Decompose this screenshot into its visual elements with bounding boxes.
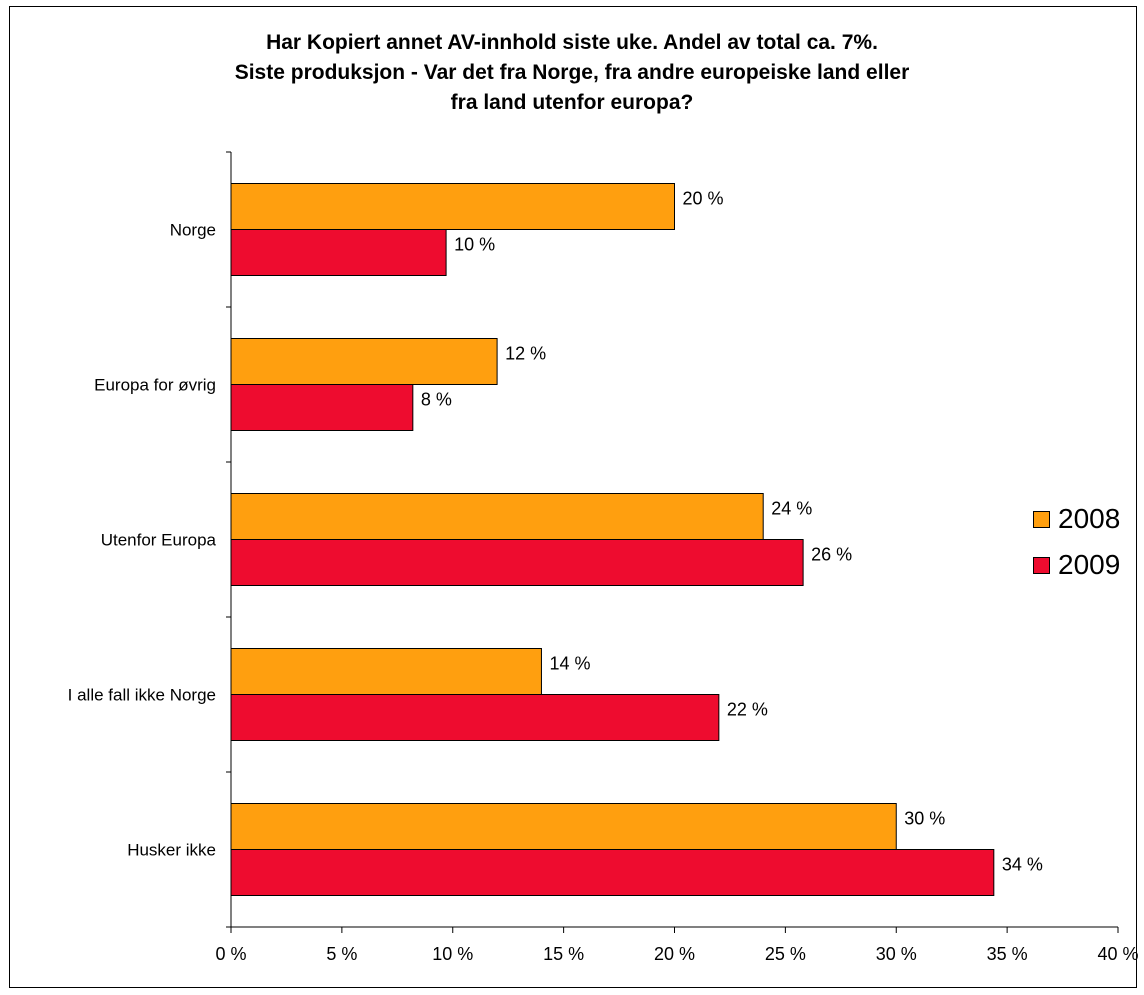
x-tick-label: 35 % [987,944,1028,964]
category-label: Utenfor Europa [101,531,217,550]
x-tick-label: 20 % [654,944,695,964]
bar-2009 [230,384,414,431]
bar-2009 [230,849,995,896]
bar-2008 [230,803,897,850]
category-label: Husker ikke [127,841,216,860]
data-label-2009: 26 % [811,545,852,565]
data-label-2009: 10 % [454,235,495,255]
x-tick-label: 30 % [876,944,917,964]
data-label-2008: 12 % [505,344,546,364]
x-tick-label: 40 % [1097,944,1138,964]
data-label-2008: 14 % [549,654,590,674]
bar-2008 [230,493,764,540]
legend-label-2008: 2008 [1058,503,1121,534]
data-label-2008: 30 % [904,809,945,829]
data-label-2009: 22 % [727,700,768,720]
chart-title: Har Kopiert annet AV-innhold siste uke. … [0,28,1144,118]
category-label: I alle fall ikke Norge [68,686,216,705]
chart-title-line-3: fra land utenfor europa? [450,91,694,114]
category-label: Europa for øvrig [94,376,216,395]
data-label-2009: 34 % [1002,855,1043,875]
data-label-2009: 8 % [421,390,452,410]
legend-item-2008: 2008 [1033,501,1120,537]
legend-swatch-2008 [1033,510,1050,528]
legend-label-2009: 2009 [1058,549,1121,580]
x-tick-label: 25 % [765,944,806,964]
bar-2009 [230,539,804,586]
legend-item-2009: 2009 [1033,547,1120,583]
chart-title-line-2: Siste produksjon - Var det fra Norge, fr… [234,61,910,84]
bar-2009 [230,694,720,741]
legend-swatch-2009 [1033,556,1050,574]
x-tick-label: 15 % [543,944,584,964]
category-label: Norge [170,221,216,240]
chart-title-line-1: Har Kopiert annet AV-innhold siste uke. … [266,31,878,54]
bar-2008 [230,183,675,230]
x-tick-label: 0 % [215,944,246,964]
data-label-2008: 24 % [771,499,812,519]
x-tick-label: 10 % [432,944,473,964]
bar-2009 [230,229,447,276]
bar-2008 [230,648,542,695]
x-tick-label: 5 % [326,944,357,964]
data-label-2008: 20 % [683,189,724,209]
bar-2008 [230,338,498,385]
